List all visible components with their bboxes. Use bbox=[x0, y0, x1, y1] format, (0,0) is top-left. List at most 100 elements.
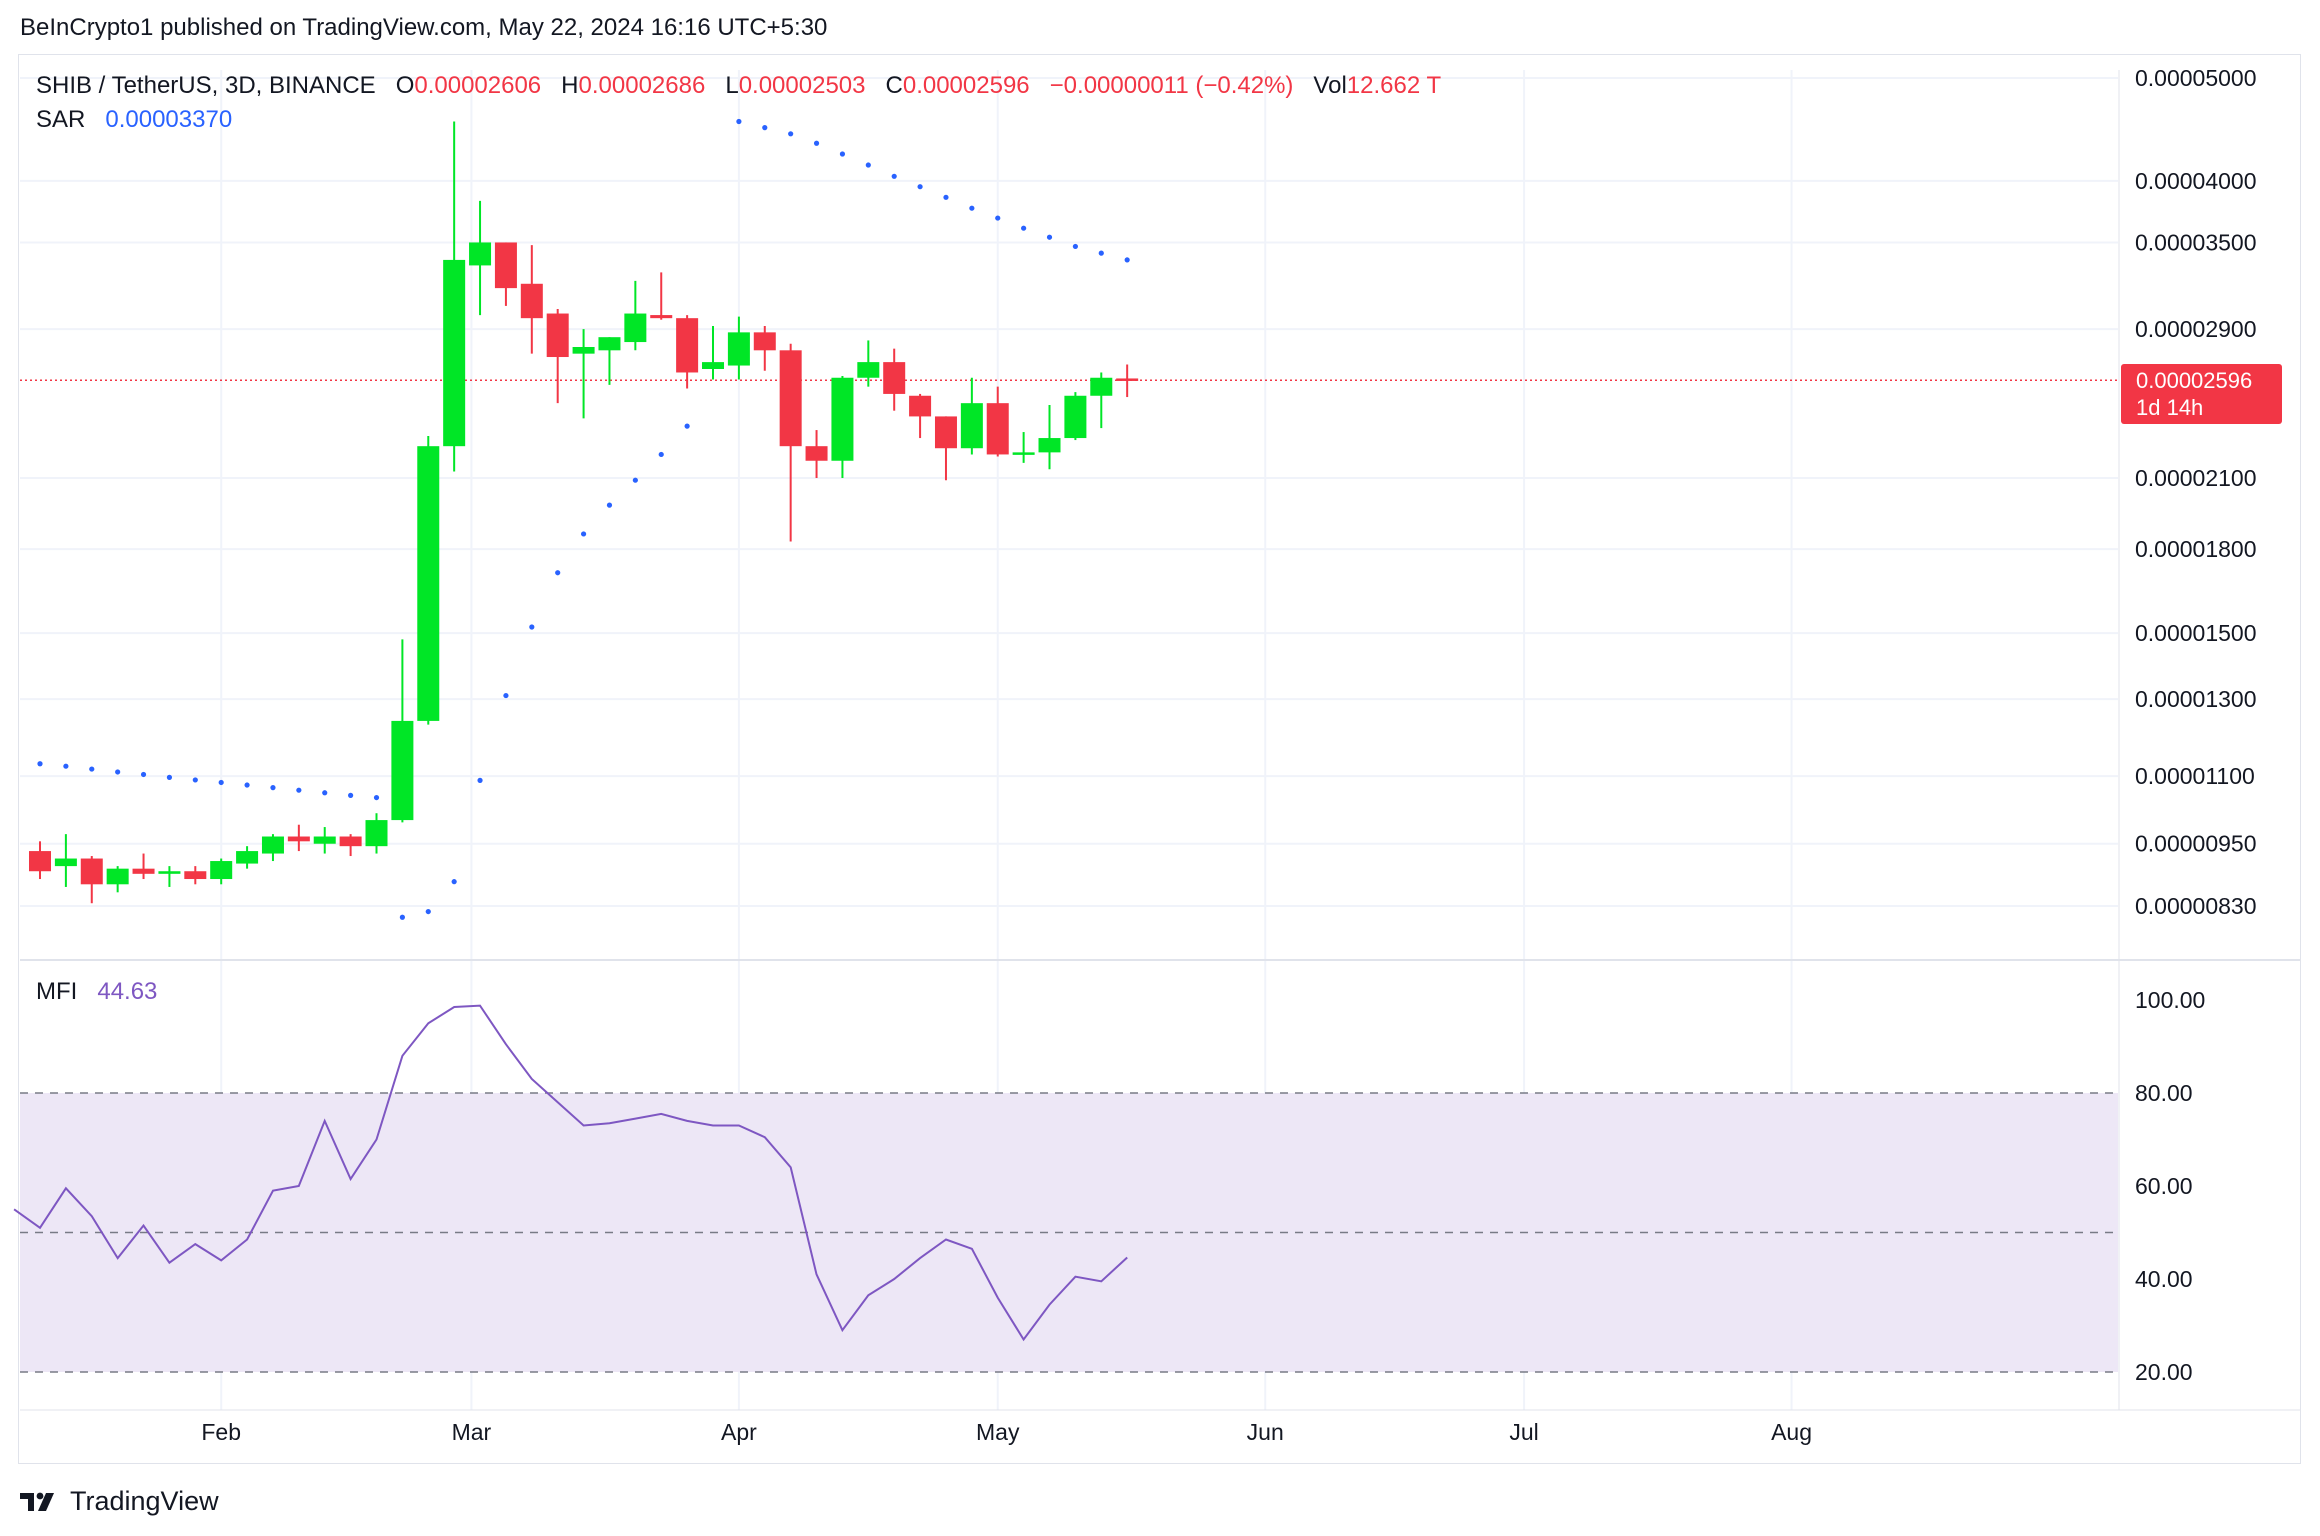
candle-body[interactable] bbox=[106, 868, 129, 885]
price-axis-label: 0.00004000 bbox=[2135, 168, 2257, 194]
sar-dot[interactable] bbox=[658, 451, 664, 458]
candle-body[interactable] bbox=[934, 416, 957, 449]
candle-body[interactable] bbox=[779, 350, 802, 447]
sar-dot[interactable] bbox=[891, 173, 897, 179]
sar-dot[interactable] bbox=[1098, 250, 1104, 256]
sar-dot[interactable] bbox=[1046, 234, 1053, 240]
sar-dot[interactable] bbox=[632, 477, 638, 483]
sar-dot[interactable] bbox=[192, 777, 198, 783]
mfi-label: MFI bbox=[36, 978, 78, 1005]
sar-dot[interactable] bbox=[917, 184, 923, 190]
candle-body[interactable] bbox=[339, 836, 362, 847]
sar-dot[interactable] bbox=[813, 140, 820, 146]
mfi-legend[interactable]: MFI 44.63 bbox=[36, 978, 157, 1006]
candle-body[interactable] bbox=[598, 337, 621, 351]
sar-dot[interactable] bbox=[218, 779, 224, 786]
candle-body[interactable] bbox=[727, 332, 750, 366]
candle-body[interactable] bbox=[1012, 452, 1035, 455]
candle-body[interactable] bbox=[1038, 438, 1061, 453]
candle-body[interactable] bbox=[184, 871, 207, 880]
candle-body[interactable] bbox=[572, 346, 595, 354]
candle-body[interactable] bbox=[676, 318, 699, 373]
sar-dot[interactable] bbox=[529, 624, 535, 630]
sar-dot[interactable] bbox=[140, 771, 147, 778]
sar-dot[interactable] bbox=[451, 879, 457, 885]
candle-body[interactable] bbox=[417, 446, 440, 721]
candle-body[interactable] bbox=[702, 362, 725, 369]
sar-dot[interactable] bbox=[89, 766, 95, 772]
sar-dot[interactable] bbox=[555, 570, 561, 576]
sar-dot[interactable] bbox=[296, 787, 302, 793]
sar-legend[interactable]: SAR 0.00003370 bbox=[36, 106, 232, 134]
candle-body[interactable] bbox=[520, 283, 543, 319]
sar-dot[interactable] bbox=[1124, 257, 1130, 263]
candle-body[interactable] bbox=[1090, 377, 1113, 396]
symbol-label[interactable]: SHIB / TetherUS, 3D, BINANCE bbox=[36, 72, 376, 99]
candle-body[interactable] bbox=[132, 868, 155, 874]
candle-body[interactable] bbox=[650, 315, 673, 319]
candle-body[interactable] bbox=[1116, 378, 1139, 381]
sar-dot[interactable] bbox=[969, 205, 975, 211]
sar-dot[interactable] bbox=[762, 125, 768, 131]
mfi-band bbox=[20, 1093, 2118, 1372]
candle-body[interactable] bbox=[469, 242, 492, 266]
candle-body[interactable] bbox=[158, 871, 181, 874]
candle-body[interactable] bbox=[753, 332, 776, 351]
sar-dot[interactable] bbox=[399, 914, 405, 920]
candle-body[interactable] bbox=[391, 720, 414, 821]
sar-dot[interactable] bbox=[736, 118, 742, 125]
sar-dot[interactable] bbox=[839, 151, 846, 157]
sar-dot[interactable] bbox=[1072, 243, 1078, 250]
sar-dot[interactable] bbox=[788, 131, 794, 137]
candle-body[interactable] bbox=[624, 313, 647, 343]
candle-body[interactable] bbox=[313, 836, 336, 844]
sar-dot[interactable] bbox=[63, 763, 69, 769]
candle-body[interactable] bbox=[80, 858, 103, 885]
candle-body[interactable] bbox=[210, 861, 233, 880]
candle-body[interactable] bbox=[805, 446, 828, 461]
sar-dot[interactable] bbox=[580, 531, 587, 537]
candle-body[interactable] bbox=[287, 836, 310, 842]
high-label: H bbox=[561, 72, 579, 99]
sar-dot[interactable] bbox=[606, 502, 613, 508]
sar-dot[interactable] bbox=[115, 769, 121, 775]
sar-dot[interactable] bbox=[995, 215, 1001, 221]
candle-body[interactable] bbox=[909, 395, 932, 417]
sar-dot[interactable] bbox=[1021, 225, 1027, 231]
candle-body[interactable] bbox=[443, 259, 466, 447]
sar-dot[interactable] bbox=[503, 692, 509, 699]
candle-body[interactable] bbox=[29, 851, 51, 872]
candle-body[interactable] bbox=[236, 851, 259, 864]
candle-body[interactable] bbox=[1064, 395, 1087, 439]
candle-body[interactable] bbox=[546, 313, 569, 358]
sar-dot[interactable] bbox=[322, 790, 328, 796]
price-axis-label: 0.00002100 bbox=[2135, 465, 2257, 491]
candle-body[interactable] bbox=[54, 858, 77, 867]
sar-dot[interactable] bbox=[943, 194, 949, 200]
footer[interactable]: TradingView bbox=[20, 1486, 219, 1517]
candle-body[interactable] bbox=[831, 377, 854, 461]
price-axis-label: 0.00001500 bbox=[2135, 620, 2257, 646]
candle-body[interactable] bbox=[365, 820, 388, 847]
sar-dot[interactable] bbox=[37, 761, 43, 767]
sar-dot[interactable] bbox=[348, 792, 354, 798]
sar-dot[interactable] bbox=[270, 784, 276, 791]
sar-dot[interactable] bbox=[425, 908, 431, 915]
sar-dot[interactable] bbox=[684, 423, 690, 429]
sar-dot[interactable] bbox=[865, 162, 871, 168]
candle-body[interactable] bbox=[986, 403, 1009, 455]
candle-body[interactable] bbox=[960, 403, 983, 449]
candle-body[interactable] bbox=[494, 242, 517, 289]
sar-dot[interactable] bbox=[373, 794, 380, 801]
sar-dot[interactable] bbox=[244, 782, 250, 788]
chart-frame[interactable] bbox=[18, 54, 2301, 1464]
mfi-line[interactable] bbox=[13, 1004, 1128, 1342]
sar-dot[interactable] bbox=[477, 777, 483, 783]
candle-body[interactable] bbox=[857, 362, 880, 378]
volume-value: 12.662 T bbox=[1346, 72, 1442, 99]
candle-body[interactable] bbox=[261, 836, 284, 854]
sar-dot[interactable] bbox=[166, 774, 173, 780]
volume-label: Vol bbox=[1313, 72, 1347, 99]
candle-body[interactable] bbox=[883, 362, 906, 394]
